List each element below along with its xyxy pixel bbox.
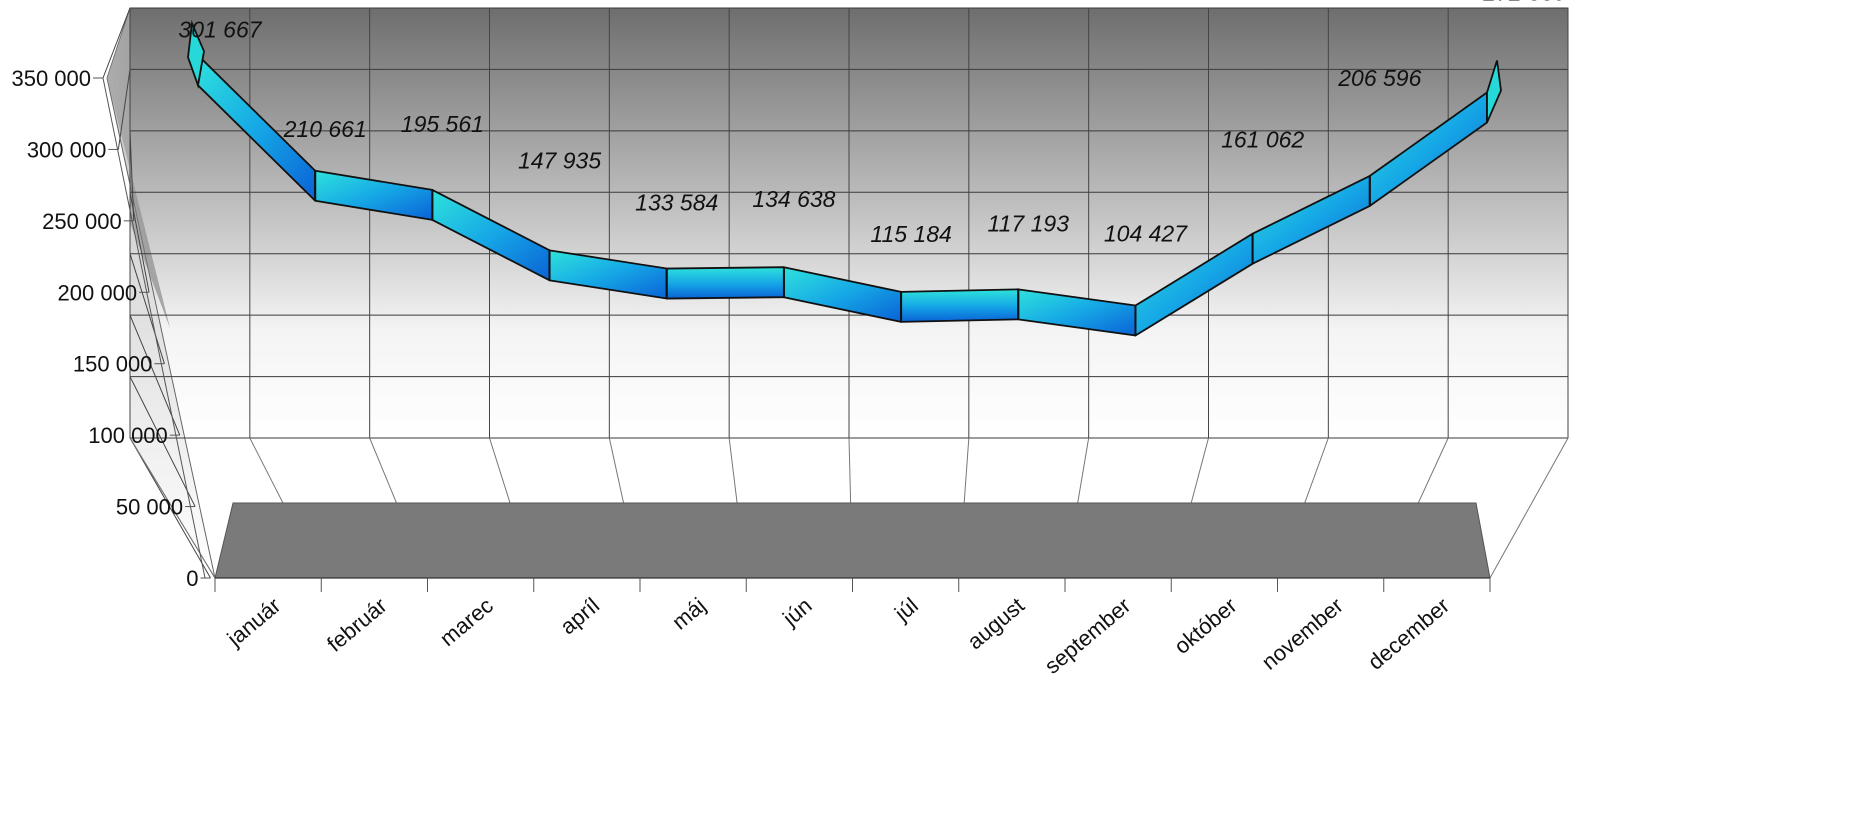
y-tick-label: 350 000 (11, 66, 91, 91)
x-tick-label: september (1040, 593, 1136, 679)
ribbon-cap-start (187, 19, 205, 89)
data-label: 195 561 (401, 111, 484, 137)
y-tick-label: 200 000 (58, 280, 138, 305)
y-tick-label: 150 000 (73, 352, 153, 377)
data-label: 117 193 (988, 210, 1070, 236)
gridline-side (117, 69, 131, 150)
x-tick-label: január (222, 593, 286, 652)
ribbon-segment (665, 266, 785, 300)
gridline-depth (1489, 437, 1569, 579)
gridline-side (129, 253, 165, 364)
data-labels: 301 667 210 661 195 561 147 935 133 584 134 6… (178, 0, 1566, 247)
gridline-side (129, 437, 211, 579)
y-tick-label: 250 000 (42, 209, 122, 234)
data-label: 161 062 (1221, 127, 1304, 153)
gridline-depth (129, 437, 216, 579)
y-tick-label: 300 000 (27, 137, 107, 162)
data-label: 272 339 (1482, 0, 1566, 6)
series-ribbon (187, 19, 1502, 337)
x-tick-label: október (1169, 593, 1241, 659)
data-label: 134 638 (752, 186, 835, 212)
y-axis-line (102, 77, 206, 579)
data-label: 147 935 (518, 147, 601, 173)
y-axis: 0 50 000 100 000 150 000 200 000 250 000 300 0… (11, 66, 211, 591)
y-tick-label: 50 000 (116, 495, 183, 520)
ribbon-segment (900, 288, 1020, 323)
data-label: 115 184 (870, 221, 951, 247)
data-label: 133 584 (635, 190, 718, 216)
floor-band (214, 502, 1491, 579)
x-axis: január február marec apríl máj jún júl august se… (214, 578, 1491, 679)
gridline-side (129, 376, 196, 507)
data-label: 210 661 (283, 116, 367, 142)
gridline-side (129, 130, 135, 221)
data-label: 104 427 (1104, 221, 1188, 247)
data-label: 206 596 (1337, 65, 1421, 91)
ribbon-cap-end (1486, 60, 1502, 123)
x-tick-label: apríl (555, 593, 604, 640)
y-tick-label: 100 000 (88, 423, 168, 448)
x-tick-label: november (1257, 593, 1348, 675)
x-tick-label: december (1363, 593, 1454, 675)
x-tick-label: február (322, 593, 391, 657)
x-tick-label: jún (777, 593, 816, 632)
x-tick-label: august (962, 593, 1029, 655)
x-tick-label: máj (667, 593, 710, 635)
x-tick-label: marec (435, 593, 498, 651)
data-label: 301 667 (178, 16, 262, 42)
x-tick-label: júl (889, 593, 923, 627)
y-tick-label: 0 (186, 566, 198, 591)
left-wall-shade (107, 8, 170, 328)
chart-floor (214, 502, 1491, 579)
gridline-side (102, 7, 131, 79)
